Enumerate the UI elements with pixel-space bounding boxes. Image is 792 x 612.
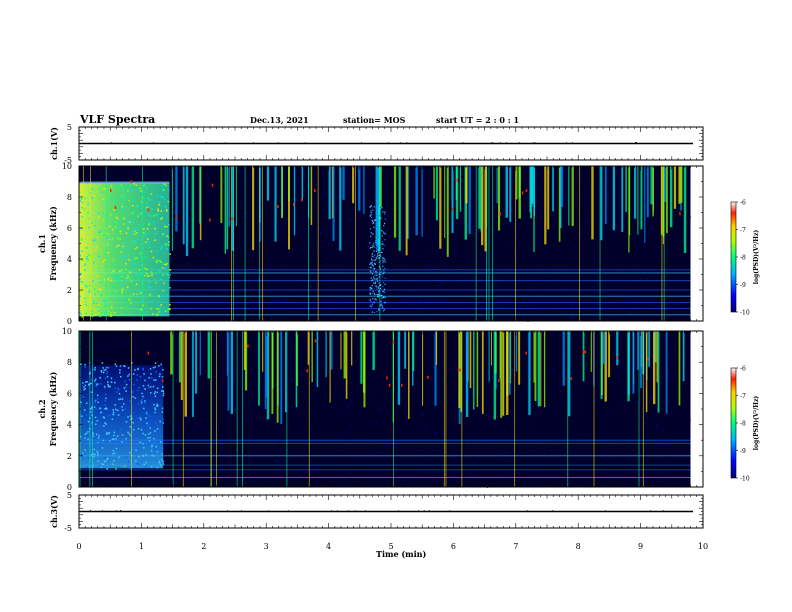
colorbar-ch2: -6 -7 -8 -9 -10 log(PSD)(V²/Hz)	[730, 366, 760, 483]
colorbar-tick-ch1--6: -6	[740, 200, 746, 207]
spectrogram-ch2	[79, 331, 691, 488]
xtick-7: 7	[513, 542, 518, 551]
header-start-time: start UT = 2 : 0 : 1	[436, 115, 520, 125]
xtick-9: 9	[638, 542, 643, 551]
frame-ch3v	[78, 494, 704, 529]
spectrogram-ch1	[79, 166, 691, 322]
colorbar-tick-ch1--9: -9	[740, 282, 746, 289]
ylabel-ch3v: ch.3(V)	[49, 495, 59, 528]
colorbar-tick-ch2--6: -6	[740, 366, 746, 373]
ytick-ch1v-5: 5	[67, 123, 72, 132]
header-station: station= MOS	[343, 115, 406, 125]
ytick-ch1v--5: -5	[64, 156, 72, 165]
panel-ch2: ch.2 Frequency (kHz) 0 2 4 6 8 10	[37, 327, 72, 492]
chart-title: VLF Spectra	[80, 113, 156, 126]
xtick-0: 0	[76, 542, 81, 551]
ytick-ch2-4: 4	[67, 421, 72, 430]
xtick-4: 4	[326, 542, 331, 551]
colorbar-scale-ch2	[730, 367, 737, 479]
ylabel2-ch1: Frequency (kHz)	[48, 206, 58, 281]
frame-ch1	[78, 165, 704, 322]
ytick-ch1-8: 8	[67, 193, 72, 202]
axes-layer: ch.1(V) 5-5ch.1 Frequency (kHz)0246810ch.2…	[37, 123, 708, 551]
ytick-ch1-2: 2	[67, 286, 72, 295]
ytick-ch2-6: 6	[67, 389, 72, 398]
xtick-1: 1	[139, 542, 144, 551]
ylabel-ch1v: ch.1(V)	[49, 127, 59, 160]
panel-ch1v: ch.1(V) 5 -5	[49, 123, 693, 165]
xtick-5: 5	[388, 542, 393, 551]
colorbar-tick-ch2--8: -8	[740, 421, 746, 428]
ytick-ch1-10: 10	[62, 162, 72, 171]
ytick-ch1-4: 4	[67, 255, 72, 264]
ytick-ch3v--5: -5	[64, 524, 72, 533]
ytick-ch2-10: 10	[62, 327, 72, 336]
ylabel1-ch1: ch.1	[37, 234, 47, 253]
xtick-8: 8	[576, 542, 581, 551]
colorbar-tick-ch2--9: -9	[740, 448, 746, 455]
ytick-ch1-6: 6	[67, 224, 72, 233]
frame-ch2	[78, 330, 704, 488]
xtick-3: 3	[264, 542, 269, 551]
xtick-10: 10	[698, 542, 708, 551]
frame-layer	[78, 126, 704, 529]
x-axis-label: Time (min)	[376, 549, 427, 559]
xtick-2: 2	[201, 542, 206, 551]
header-date: Dec.13, 2021	[250, 115, 309, 125]
colorbar-layer: -6 -7 -8 -9 -10 log(PSD)(V²/Hz) -6 -7 -8 -9 -10 log…	[730, 200, 760, 483]
spectrogram-bg-ch1	[79, 166, 691, 321]
ytick-ch2-0: 0	[67, 483, 72, 492]
colorbar-tick-ch1--7: -7	[740, 227, 746, 234]
panel-ch3v: ch.3(V) 5 -5	[49, 491, 693, 533]
colorbar-ch1: -6 -7 -8 -9 -10 log(PSD)(V²/Hz)	[730, 200, 760, 317]
ytick-ch3v-5: 5	[67, 491, 72, 500]
colorbar-tick-ch2--10: -10	[740, 476, 750, 483]
colorbar-scale-ch1	[730, 201, 737, 313]
ylabel1-ch2: ch.2	[37, 399, 47, 418]
colorbar-tick-ch1--10: -10	[740, 310, 750, 317]
ytick-ch1-0: 0	[67, 317, 72, 326]
broadband-region	[79, 365, 164, 469]
ytick-ch2-2: 2	[67, 452, 72, 461]
ytick-ch2-8: 8	[67, 358, 72, 367]
spectrogram-layer	[79, 166, 691, 488]
xtick-6: 6	[451, 542, 456, 551]
colorbar-label-ch2: log(PSD)(V²/Hz)	[753, 396, 760, 451]
panel-ch1: ch.1 Frequency (kHz) 0 2 4 6 8 10	[37, 162, 72, 326]
colorbar-tick-ch2--7: -7	[740, 393, 746, 400]
colorbar-tick-ch1--8: -8	[740, 255, 746, 262]
frame-ch1v	[78, 126, 704, 161]
colorbar-label-ch1: log(PSD)(V²/Hz)	[753, 230, 760, 285]
ylabel2-ch2: Frequency (kHz)	[48, 371, 58, 446]
x-axis-ticks: 0 1 2 3 4 5 6 7 8 9 10	[76, 542, 708, 551]
